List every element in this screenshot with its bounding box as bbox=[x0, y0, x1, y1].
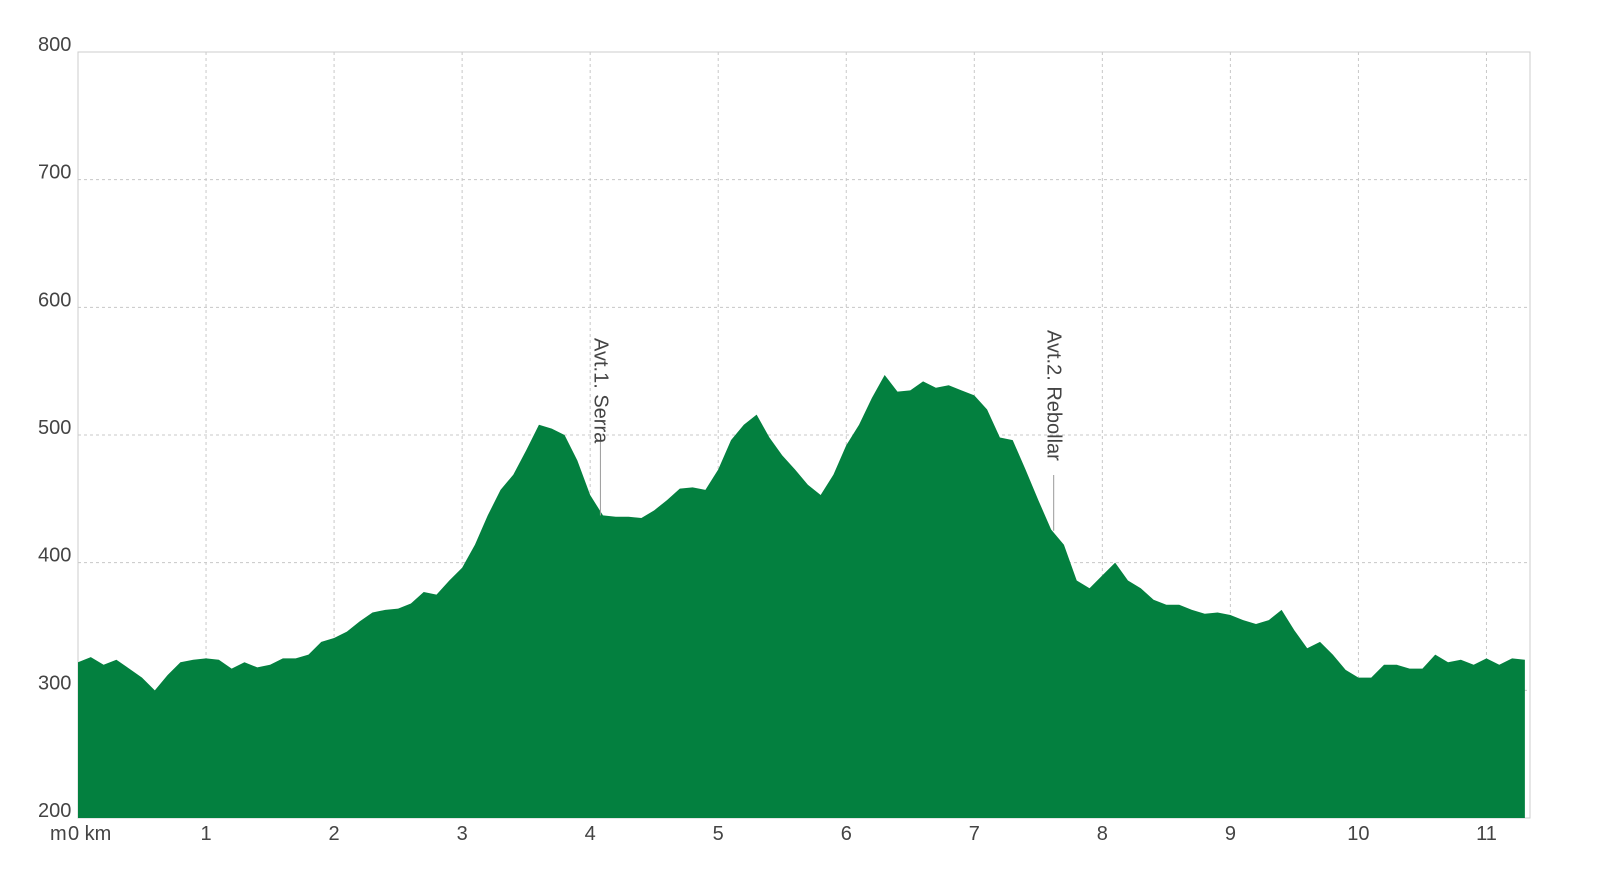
x-tick-label: 5 bbox=[713, 823, 724, 845]
x-tick-label: 7 bbox=[969, 823, 980, 845]
x-tick-label: 1 bbox=[200, 823, 211, 845]
y-tick-label: 400 bbox=[38, 545, 71, 567]
x-tick-label: 6 bbox=[841, 823, 852, 845]
x-tick-label: 0 km bbox=[68, 823, 111, 845]
y-tick-label: 800 bbox=[38, 34, 71, 56]
x-tick-label: 3 bbox=[457, 823, 468, 845]
y-tick-label: 500 bbox=[38, 417, 71, 439]
annotation-label: Avt.1. Serra bbox=[589, 338, 611, 444]
y-tick-label: 300 bbox=[38, 672, 71, 694]
y-tick-label: 700 bbox=[38, 162, 71, 184]
elevation-area bbox=[78, 374, 1525, 818]
x-tick-label: 8 bbox=[1097, 823, 1108, 845]
x-tick-label: 9 bbox=[1225, 823, 1236, 845]
x-tick-label: 4 bbox=[585, 823, 596, 845]
y-tick-label: 200 bbox=[38, 800, 71, 822]
x-tick-label: 2 bbox=[329, 823, 340, 845]
y-tick-label: 600 bbox=[38, 289, 71, 311]
x-tick-label: 11 bbox=[1476, 823, 1497, 845]
y-axis-unit: m bbox=[50, 823, 67, 845]
x-tick-label: 10 bbox=[1347, 823, 1369, 845]
annotation-label: Avt.2. Rebollar bbox=[1043, 330, 1065, 461]
